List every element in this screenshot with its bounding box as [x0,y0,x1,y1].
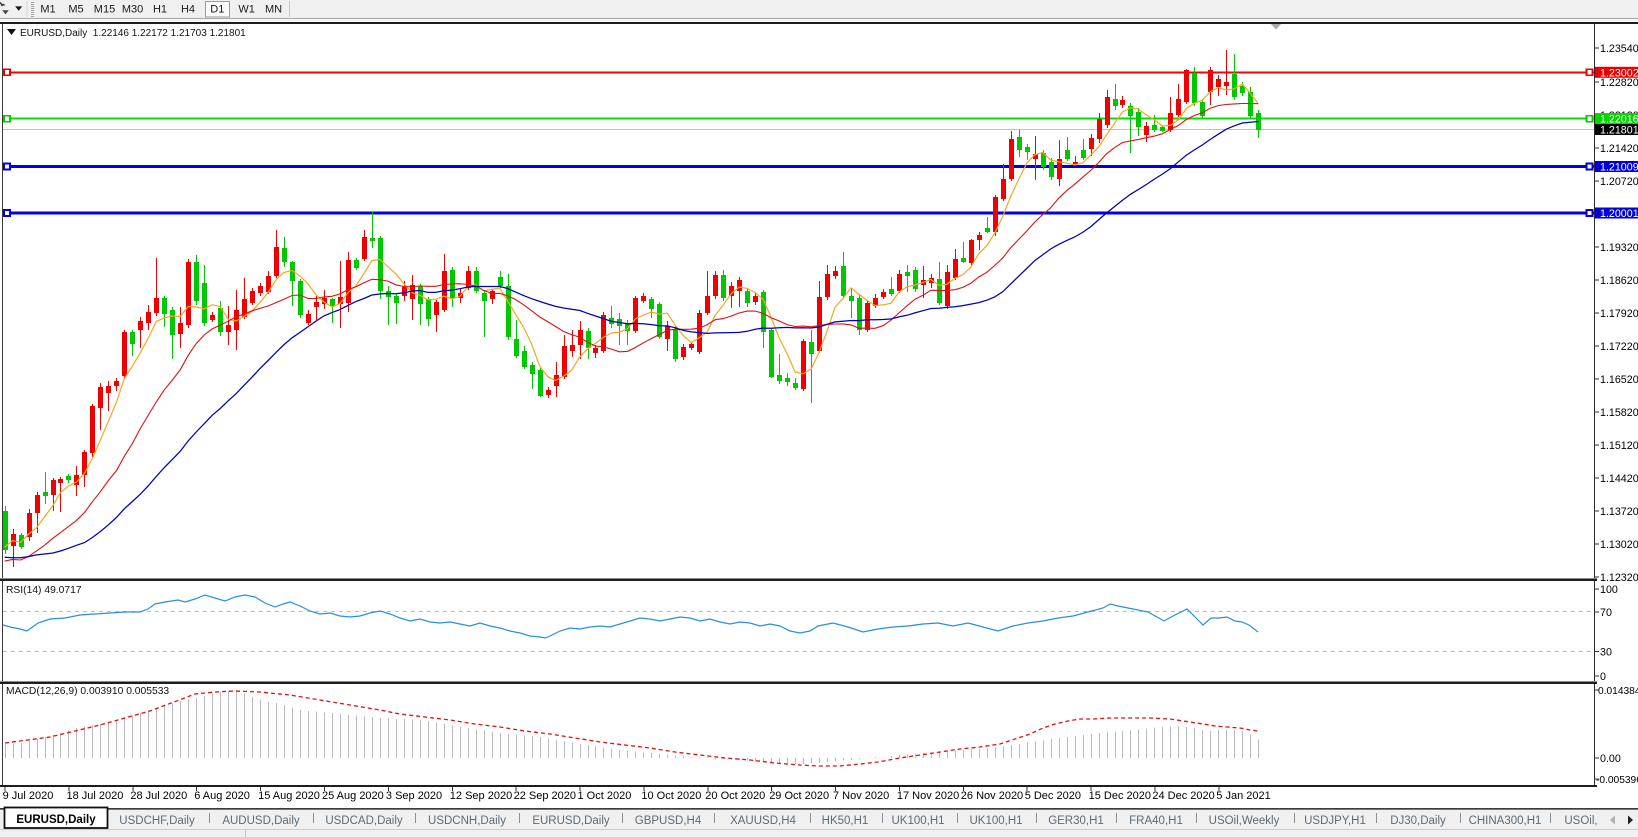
svg-text:1.22820: 1.22820 [1600,77,1638,89]
svg-text:UK100,H1: UK100,H1 [969,815,1022,827]
svg-text:1.22016: 1.22016 [1600,114,1638,126]
svg-text:USOil,Weekly: USOil,Weekly [1209,815,1280,827]
svg-text:CHINA300,H1: CHINA300,H1 [1469,815,1542,827]
svg-text:29 Oct 2020: 29 Oct 2020 [769,790,829,802]
svg-text:0.014384: 0.014384 [1598,686,1638,697]
svg-text:RSI(14) 49.0717: RSI(14) 49.0717 [6,585,82,596]
svg-text:5 Jan 2021: 5 Jan 2021 [1216,790,1270,802]
svg-text:100: 100 [1600,584,1618,596]
svg-text:DJ30,Daily: DJ30,Daily [1390,815,1446,827]
svg-text:1.21420: 1.21420 [1600,143,1638,155]
svg-text:M30: M30 [122,4,143,16]
svg-text:1.14420: 1.14420 [1600,473,1638,485]
svg-text:3 Sep 2020: 3 Sep 2020 [386,790,442,802]
svg-text:1.21801: 1.21801 [1600,125,1638,137]
svg-text:USDCNH,Daily: USDCNH,Daily [428,815,506,827]
svg-text:EURUSD,Daily: EURUSD,Daily [532,815,610,827]
svg-text:HK50,H1: HK50,H1 [822,815,869,827]
svg-text:0: 0 [1600,671,1606,683]
svg-text:USDCHF,Daily: USDCHF,Daily [119,815,195,827]
svg-text:USDCAD,Daily: USDCAD,Daily [325,815,403,827]
svg-text:M15: M15 [94,4,115,16]
svg-text:24 Dec 2020: 24 Dec 2020 [1152,790,1214,802]
svg-text:1.17920: 1.17920 [1600,308,1638,320]
svg-text:1.15120: 1.15120 [1600,440,1638,452]
svg-text:EURUSD,Daily: EURUSD,Daily [16,814,96,826]
svg-text:EURUSD,Daily 1.22146 1.22172: EURUSD,Daily 1.22146 1.22172 1.21703 1.2… [20,28,246,39]
svg-text:15 Aug 2020: 15 Aug 2020 [258,790,320,802]
svg-text:1.21009: 1.21009 [1600,162,1638,174]
svg-text:28 Jul 2020: 28 Jul 2020 [130,790,187,802]
svg-text:9 Jul 2020: 9 Jul 2020 [3,790,54,802]
svg-text:1.16520: 1.16520 [1600,374,1638,386]
svg-text:UK100,H1: UK100,H1 [891,815,944,827]
svg-text:30: 30 [1600,647,1612,659]
svg-text:6 Aug 2020: 6 Aug 2020 [194,790,250,802]
svg-text:1.19320: 1.19320 [1600,242,1638,254]
svg-text:H1: H1 [153,4,167,16]
svg-text:GER30,H1: GER30,H1 [1048,815,1104,827]
svg-text:MN: MN [265,4,282,16]
svg-text:USOil,: USOil, [1564,815,1597,827]
svg-text:1.13020: 1.13020 [1600,539,1638,551]
svg-text:H4: H4 [181,4,195,16]
svg-text:1.12320: 1.12320 [1600,572,1638,584]
svg-text:1.17220: 1.17220 [1600,341,1638,353]
svg-text:12 Sep 2020: 12 Sep 2020 [450,790,512,802]
svg-text:5 Dec 2020: 5 Dec 2020 [1025,790,1081,802]
svg-text:1.13720: 1.13720 [1600,506,1638,518]
svg-text:AUDUSD,Daily: AUDUSD,Daily [222,815,300,827]
svg-text:22 Sep 2020: 22 Sep 2020 [514,790,576,802]
svg-text:70: 70 [1600,607,1612,619]
svg-text:1 Oct 2020: 1 Oct 2020 [578,790,632,802]
svg-text:1.23002: 1.23002 [1600,67,1638,79]
svg-text:-0.005396: -0.005396 [1596,775,1638,786]
svg-text:GBPUSD,H4: GBPUSD,H4 [635,815,702,827]
svg-text:MACD(12,26,9) 0.003910 0.00553: MACD(12,26,9) 0.003910 0.005533 [6,686,169,697]
svg-text:17 Nov 2020: 17 Nov 2020 [897,790,959,802]
svg-text:1.15820: 1.15820 [1600,407,1638,419]
svg-text:M5: M5 [68,4,83,16]
svg-text:D1: D1 [210,4,224,16]
svg-text:1.18620: 1.18620 [1600,275,1638,287]
svg-text:18 Jul 2020: 18 Jul 2020 [67,790,124,802]
svg-text:1.20001: 1.20001 [1600,208,1638,220]
svg-text:USDJPY,H1: USDJPY,H1 [1304,815,1366,827]
svg-text:10 Oct 2020: 10 Oct 2020 [641,790,701,802]
svg-text:1.23540: 1.23540 [1600,43,1638,55]
svg-text:7 Nov 2020: 7 Nov 2020 [833,790,889,802]
svg-text:XAUUSD,H4: XAUUSD,H4 [730,815,796,827]
svg-text:25 Aug 2020: 25 Aug 2020 [322,790,384,802]
svg-text:26 Nov 2020: 26 Nov 2020 [961,790,1023,802]
svg-text:W1: W1 [238,4,255,16]
svg-text:1.20720: 1.20720 [1600,176,1638,188]
svg-text:M1: M1 [40,4,55,16]
svg-text:15 Dec 2020: 15 Dec 2020 [1089,790,1151,802]
svg-text:20 Oct 2020: 20 Oct 2020 [705,790,765,802]
svg-text:0.00: 0.00 [1600,753,1621,765]
svg-text:FRA40,H1: FRA40,H1 [1129,815,1183,827]
